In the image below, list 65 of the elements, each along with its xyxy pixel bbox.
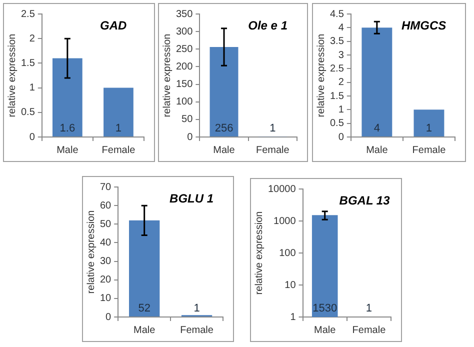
data-label: 1.6 [60, 122, 76, 135]
y-tick-label: 0.5 [20, 107, 36, 118]
y-tick-label: 200 [176, 61, 194, 72]
y-tick-label: 2.5 [20, 8, 36, 20]
data-label: 1 [426, 122, 432, 135]
x-tick-label: Female [352, 324, 386, 336]
y-tick-label: 4 [338, 22, 344, 34]
x-tick-label: Female [256, 144, 290, 156]
chart-title: HMGCS [401, 18, 446, 32]
data-label: 4 [374, 122, 380, 135]
data-label: 256 [214, 122, 234, 135]
chart-title: BGLU 1 [170, 191, 214, 206]
x-tick-label: Female [102, 144, 136, 156]
y-tick-label: 3 [338, 50, 344, 61]
y-tick-label: 4.5 [330, 8, 344, 20]
y-tick-label: 0 [338, 132, 344, 143]
y-tick-label: 150 [176, 79, 194, 90]
y-tick-label: 10000 [268, 184, 296, 195]
y-tick-label: 1 [290, 312, 296, 323]
y-tick-label: 0 [29, 132, 36, 143]
y-tick-label: 1.5 [330, 90, 344, 102]
y-tick-label: 3.5 [330, 36, 344, 48]
y-tick-label: 100 [176, 96, 194, 108]
y-axis-title: relative expression [6, 34, 18, 118]
x-tick-label: Male [56, 144, 79, 156]
y-tick-label: 100 [279, 248, 296, 259]
y-tick-label: 1 [29, 82, 36, 94]
y-tick-label: 1 [338, 104, 344, 116]
y-tick-label: 30 [100, 256, 112, 268]
y-tick-label: 40 [100, 237, 112, 248]
y-axis-title: relative expression [162, 34, 173, 118]
y-tick-label: 1.5 [20, 58, 36, 69]
x-tick-label: Female [412, 144, 446, 156]
data-label: 52 [138, 302, 150, 315]
y-tick-label: 50 [100, 218, 112, 230]
data-label: 1 [366, 302, 372, 315]
y-tick-label: 0 [187, 132, 194, 143]
y-tick-label: 50 [182, 114, 194, 126]
y-tick-label: 1000 [274, 216, 296, 227]
y-tick-label: 0.5 [330, 118, 344, 130]
y-axis-title: relative expression [86, 210, 97, 294]
y-tick-label: 350 [176, 8, 194, 20]
data-label: 1530 [312, 302, 338, 315]
y-tick-label: 0 [106, 312, 112, 323]
y-tick-label: 250 [176, 44, 194, 55]
chart-title: BGAL 13 [339, 193, 390, 208]
y-tick-label: 300 [176, 26, 194, 38]
chart-title: GAD [100, 18, 128, 32]
y-tick-label: 2 [29, 33, 36, 44]
y-tick-label: 20 [100, 274, 112, 286]
y-axis-title: relative expression [316, 34, 327, 118]
x-tick-label: Female [180, 324, 214, 336]
y-tick-label: 70 [100, 182, 112, 193]
x-tick-label: Male [366, 144, 388, 156]
y-tick-label: 10 [284, 280, 296, 291]
chart-title: Ole e 1 [248, 18, 288, 32]
y-axis-title: relative expression [254, 211, 265, 295]
y-tick-label: 10 [100, 293, 112, 304]
data-label: 1 [115, 122, 122, 135]
x-tick-label: Male [134, 324, 156, 336]
y-tick-label: 60 [100, 200, 112, 212]
x-tick-label: Male [213, 144, 236, 156]
y-tick-label: 2 [338, 77, 344, 88]
x-tick-label: Male [314, 324, 336, 336]
y-tick-label: 2.5 [330, 63, 344, 74]
